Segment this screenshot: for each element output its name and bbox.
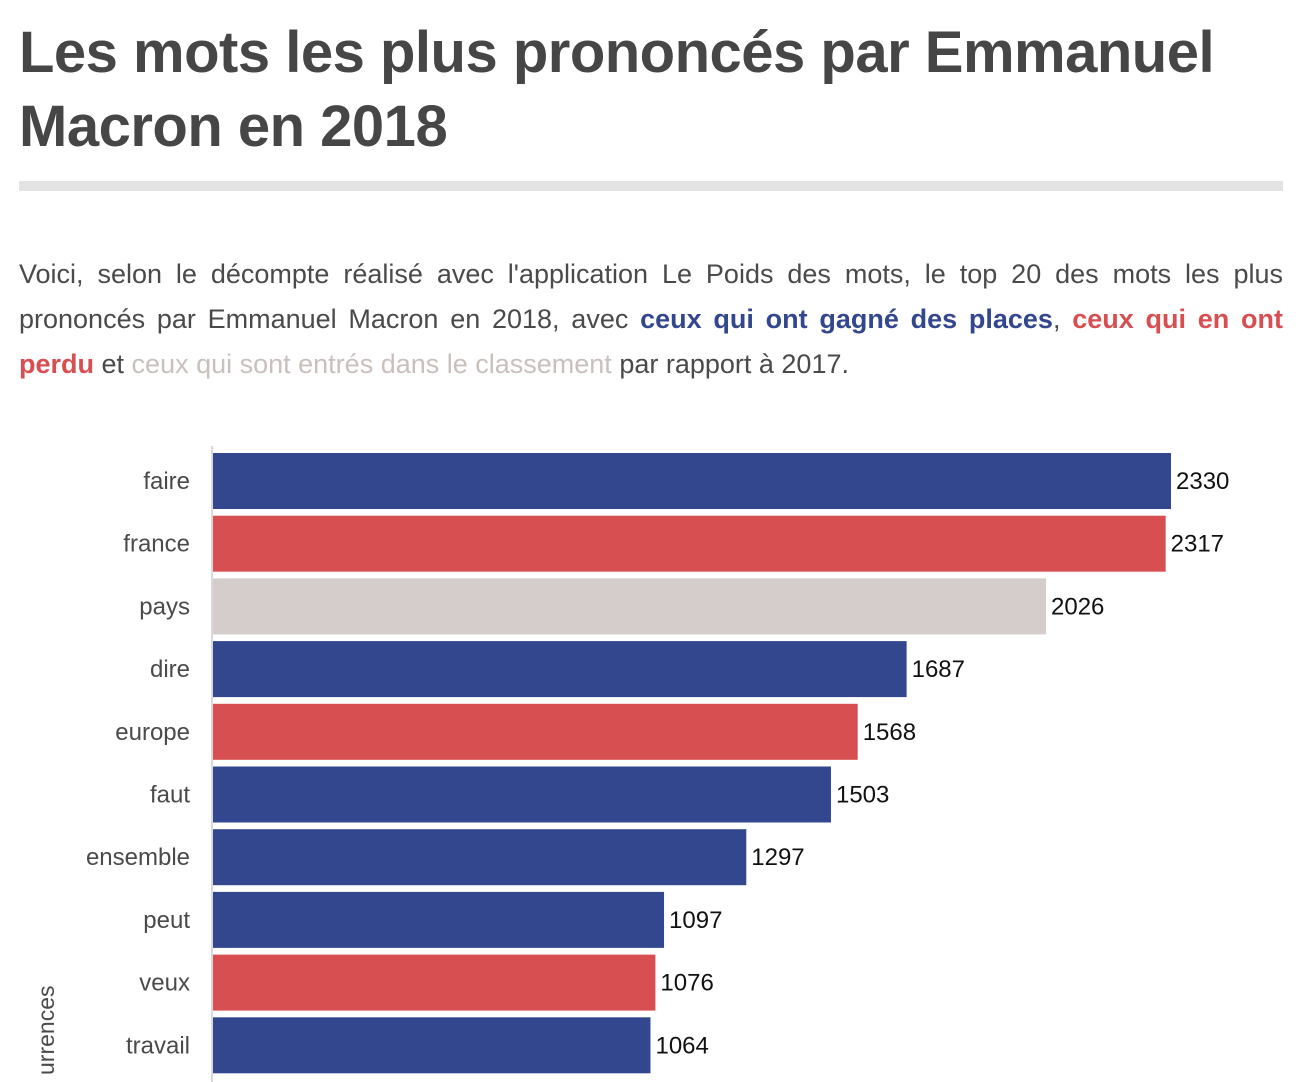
bar-dire [213,641,907,698]
legend-gained-label: ceux qui ont gagné des places [640,304,1053,334]
legend-lost-label: ceux qui en ont perdu [19,304,1283,379]
intro-text-3: par rapport à 2017. [611,349,849,379]
bar-veux [213,954,656,1011]
bar-travail [213,1017,651,1074]
value-label: 2026 [1051,593,1104,620]
y-axis-title: urrences [33,986,59,1075]
category-label: france [123,531,190,558]
intro-text-1: Voici, selon le décompte réalisé avec l'… [19,259,1283,334]
bar-france [213,515,1166,572]
value-label: 1076 [660,970,713,997]
bar-faut [213,766,831,823]
value-label: 1687 [912,656,965,683]
intro-text-2: et [94,349,132,379]
value-label: 1297 [751,844,804,871]
category-label: pays [139,593,190,620]
category-label: faire [143,468,190,495]
intro-paragraph: Voici, selon le décompte réalisé avec l'… [19,252,1283,387]
intro-separator: , [1052,304,1073,334]
category-label: travail [126,1032,190,1059]
value-label: 1064 [655,1032,708,1059]
title-divider [19,181,1283,191]
bar-pays [213,578,1047,635]
category-label: faut [150,782,190,809]
category-label: europe [115,719,190,746]
bar-ensemble [213,829,747,886]
bar-peut [213,891,665,948]
value-label: 2330 [1176,468,1229,495]
value-label: 1097 [669,907,722,934]
legend-new-label: ceux qui sont entrés dans le classement [131,349,612,379]
category-label: peut [143,907,190,934]
bars-layer: faire 2330 france 2317 pays 2026 dire 1687 europ… [86,453,1229,1074]
page-title: Les mots les plus prononcés par Emmanuel… [19,20,1215,159]
bar-faire [213,453,1171,509]
bar-europe [213,703,858,760]
value-label: 1503 [836,782,889,809]
category-label: ensemble [86,844,190,871]
category-label: dire [150,656,190,683]
category-label: veux [139,970,190,997]
value-label: 2317 [1171,531,1224,558]
value-label: 1568 [863,719,916,746]
